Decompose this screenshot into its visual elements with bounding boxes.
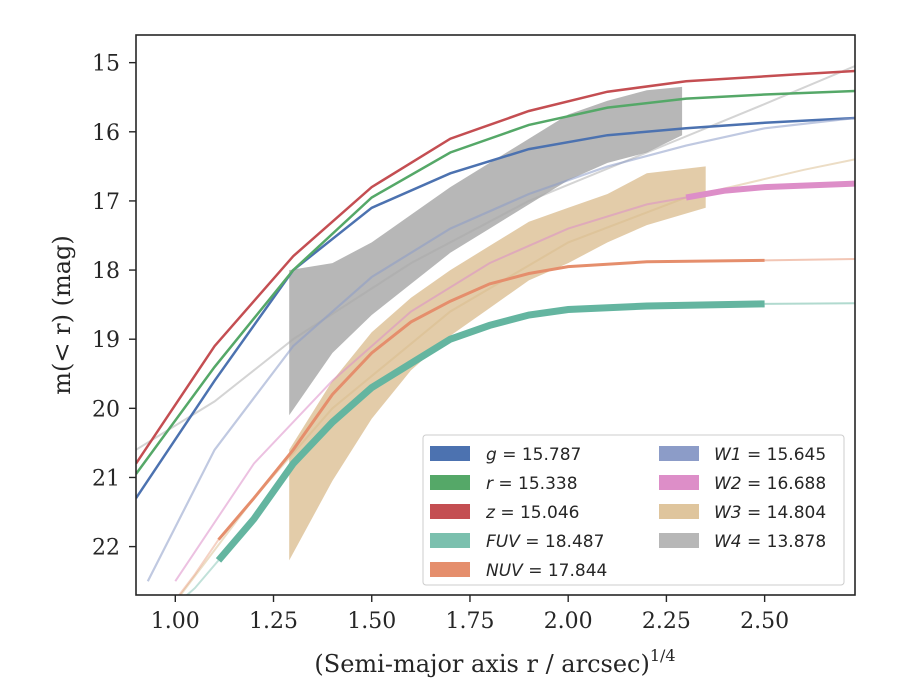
- x-tick-label: 2.50: [740, 609, 789, 634]
- legend-swatch-nuv: [430, 562, 470, 577]
- legend-swatch-w4: [659, 533, 699, 548]
- legend-swatch-z: [430, 504, 470, 519]
- legend-swatch-fuv: [430, 533, 470, 548]
- x-tick-label: 1.00: [151, 609, 200, 634]
- legend-label-w2: W2 = 16.688: [714, 474, 826, 494]
- x-tick-label: 1.25: [249, 609, 298, 634]
- legend-label-nuv: NUV = 17.844: [486, 561, 607, 581]
- line-g: [136, 116, 855, 499]
- y-tick-label: 15: [92, 52, 120, 77]
- x-tick-label: 1.50: [347, 609, 396, 634]
- model-line-nuv: [177, 539, 220, 595]
- model-line-fuv: [185, 559, 220, 595]
- model-line-w4: [136, 65, 855, 451]
- line-w1: [146, 116, 855, 582]
- legend-swatch-w2: [659, 475, 699, 490]
- legend-label-w1: W1 = 15.645: [714, 445, 826, 465]
- line-z: [136, 69, 855, 465]
- legend-swatch-g: [430, 446, 470, 461]
- band-w4: [289, 86, 683, 416]
- x-axis-label-exponent: 1/4: [650, 646, 676, 665]
- y-axis-label: m(< r) (mag): [48, 235, 76, 394]
- y-tick-label: 22: [92, 536, 120, 561]
- y-tick-label: 19: [92, 328, 120, 353]
- legend-swatch-w3: [659, 504, 699, 519]
- line-nuv: [217, 258, 765, 541]
- legend-label-z: z = 15.046: [485, 503, 579, 523]
- legend-label-g: g = 15.787: [486, 445, 581, 465]
- y-tick-label: 17: [92, 190, 120, 215]
- y-tick-label: 20: [92, 397, 120, 422]
- series-lines: [136, 69, 855, 595]
- x-axis-ticks: 1.00 1.25 1.50 1.75 2.00 2.25 2.50: [151, 595, 789, 634]
- y-axis-ticks: 15 16 17 18 19 20 21 22: [92, 52, 136, 561]
- line-r: [136, 89, 855, 475]
- model-tail-nuv: [764, 258, 855, 262]
- plot-frame: [135, 34, 856, 596]
- y-tick-label: 16: [92, 121, 120, 146]
- legend-box: [422, 434, 845, 586]
- legend-swatch-w1: [659, 446, 699, 461]
- line-fuv: [215, 300, 765, 563]
- x-tick-label: 2.00: [544, 609, 593, 634]
- legend-label-fuv: FUV = 18.487: [486, 532, 604, 552]
- legend-swatch-r: [430, 475, 470, 490]
- x-axis-label: (Semi-major axis r / arcsec)1/4: [314, 646, 675, 678]
- y-tick-label: 21: [92, 466, 120, 491]
- y-tick-label: 18: [92, 259, 120, 284]
- x-tick-label: 1.75: [445, 609, 494, 634]
- legend: g = 15.787 r = 15.338 z = 15.046 FUV = 18.4…: [422, 434, 845, 586]
- legend-label-w3: W3 = 14.804: [714, 503, 826, 523]
- model-tail-fuv: [764, 302, 855, 305]
- legend-label-r: r = 15.338: [486, 474, 578, 494]
- legend-label-w4: W4 = 13.878: [714, 532, 826, 552]
- x-tick-label: 2.25: [642, 609, 691, 634]
- line-w2: [685, 180, 855, 201]
